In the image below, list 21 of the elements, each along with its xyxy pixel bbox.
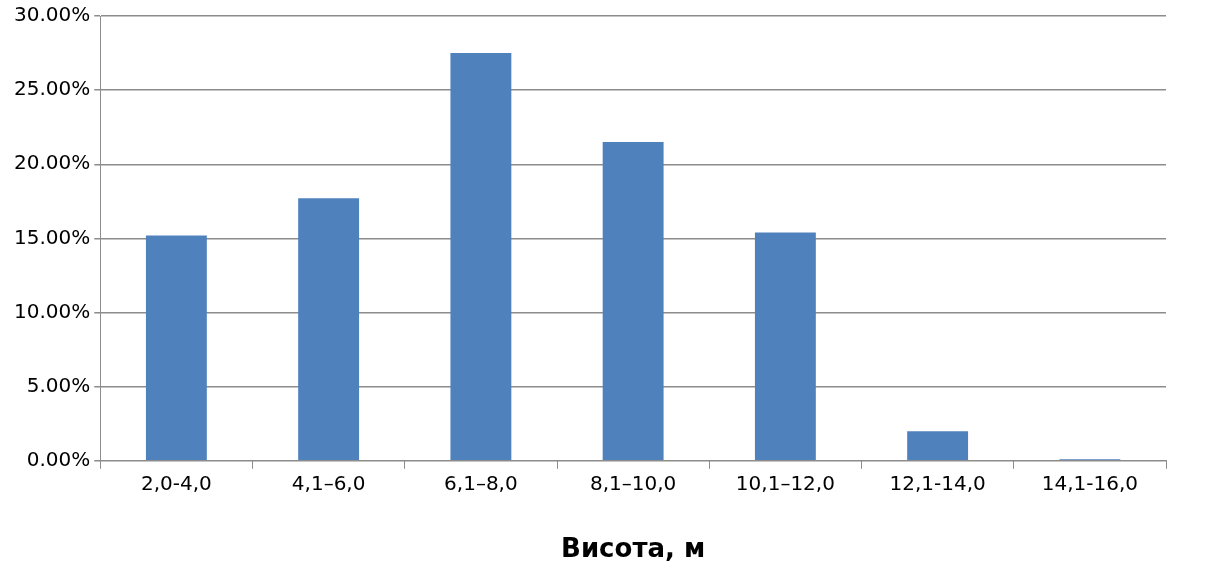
x-tick-label: 6,1–8,0 — [444, 471, 518, 495]
x-tick-label: 8,1–10,0 — [589, 471, 677, 495]
y-tick-label: 10.00% — [13, 298, 91, 323]
bar — [907, 431, 969, 461]
x-tick-label: 4,1–6,0 — [291, 471, 366, 495]
x-axis-title: Висота, м — [561, 533, 706, 564]
y-tick-label: 25.00% — [13, 76, 91, 101]
x-tick-label: 12,1-14,0 — [889, 471, 986, 495]
x-tick-label: 14,1-16,0 — [1041, 471, 1139, 495]
y-tick-label: 15.00% — [13, 224, 91, 249]
x-tick-label: 2,0-4,0 — [140, 471, 212, 495]
bar — [602, 142, 664, 461]
bar — [450, 53, 512, 461]
bar — [298, 198, 360, 461]
bar — [754, 232, 816, 461]
y-tick-label: 30.00% — [13, 2, 91, 27]
y-tick-label: 20.00% — [13, 150, 91, 175]
y-tick-label: 0.00% — [26, 447, 91, 471]
y-tick-label: 5.00% — [26, 372, 91, 397]
bar — [145, 235, 207, 461]
x-tick-label: 10,1–12,0 — [735, 471, 835, 495]
